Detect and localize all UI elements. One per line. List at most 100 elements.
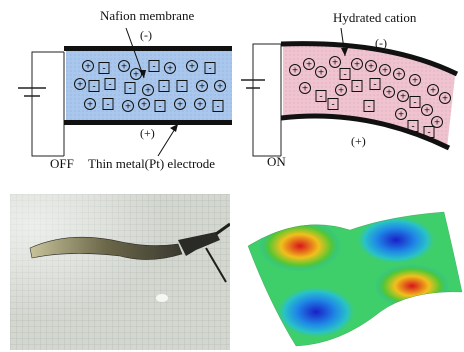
cation-symbol: + [409,74,421,87]
anion-symbol: - [315,90,327,103]
cation-symbol: + [122,100,134,113]
cation-symbol: + [383,86,395,99]
circuit-wire [31,51,64,157]
cation-label: Hydrated cation [333,10,417,25]
membrane-arrow [125,27,145,79]
cation-symbol: + [431,116,443,129]
cation-symbol: + [299,82,311,95]
svg-text:-: - [319,92,322,103]
anion-symbol: - [204,62,216,75]
anion-symbol: - [154,100,166,113]
svg-text:-: - [343,70,346,81]
svg-text:+: + [177,100,183,111]
anion-symbol: - [176,80,188,93]
bottom-charge-label: (+) [140,126,155,140]
on-state-diagram: + + + + - + + + + + + + + - + - - + + - + + - - + - - Hydrated cat… [237,6,459,176]
on-state-label: ON [267,154,286,169]
cation-symbol: + [142,84,154,97]
cation-symbol: + [421,104,433,117]
svg-text:+: + [197,100,203,111]
svg-text:+: + [167,64,173,75]
off-state-diagram: + - + + - + + - + - - - + - - + + + - + + - + + - Nafion membran… [6,6,232,176]
anion-symbol: - [327,98,339,111]
cation-symbol: + [82,60,94,73]
cation-symbol: + [315,66,327,79]
svg-text:+: + [368,62,374,73]
anion-symbol: - [339,68,351,81]
svg-text:+: + [145,86,151,97]
svg-text:+: + [189,62,195,73]
svg-text:-: - [331,100,334,111]
cation-symbol: + [329,56,341,69]
surface-colormap [258,216,450,338]
svg-text:-: - [162,82,165,93]
cation-symbol: + [393,68,405,81]
top-electrode [64,46,232,51]
actuator-photo [10,194,230,350]
svg-text:+: + [396,70,402,81]
svg-text:+: + [318,68,324,79]
svg-text:-: - [102,64,105,75]
svg-text:-: - [216,102,219,113]
svg-text:+: + [133,70,139,81]
bottom-electrode [64,120,232,125]
anion-symbol: - [409,96,421,109]
svg-text:+: + [125,102,131,113]
circuit-wire [252,43,281,157]
trough-top-right [356,216,436,264]
peak-top-left [258,220,342,272]
svg-text:+: + [121,62,127,73]
lead-wire [215,222,230,236]
svg-text:-: - [92,82,95,93]
cation-symbol: + [427,84,439,97]
anion-symbol: - [88,80,100,93]
anion-symbol: - [158,80,170,93]
svg-text:-: - [180,82,183,93]
svg-text:-: - [411,122,414,133]
svg-text:+: + [217,82,223,93]
cation-symbol: + [196,80,208,93]
trough-bottom-left [276,286,356,338]
svg-text:+: + [85,62,91,73]
svg-text:+: + [400,92,406,103]
svg-text:-: - [128,84,131,95]
svg-text:-: - [152,62,155,73]
top-charge-label: (-) [140,28,152,42]
water-droplet [156,294,168,302]
svg-text:+: + [430,86,436,97]
cation-symbol: + [138,98,150,111]
electrode-label: Thin metal(Pt) electrode [88,156,216,171]
svg-text:+: + [382,66,388,77]
svg-text:+: + [442,94,448,105]
anion-symbol: - [98,62,110,75]
anion-symbol: - [363,100,375,113]
cation-symbol: + [74,78,86,91]
svg-text:+: + [354,60,360,71]
svg-text:-: - [208,64,211,75]
svg-text:+: + [412,76,418,87]
cation-symbol: + [214,80,226,93]
anion-symbol: - [351,80,363,93]
cation-symbol: + [194,98,206,111]
svg-text:+: + [332,58,338,69]
anion-symbol: - [124,82,136,95]
svg-text:+: + [338,86,344,97]
peak-bottom-right [374,264,450,308]
deformation-surface-plot [240,194,464,350]
svg-text:+: + [306,60,312,71]
cation-symbol: + [303,58,315,71]
membrane-label: Nafion membrane [100,8,195,23]
bottom-electrode [280,113,451,151]
cation-symbol: + [365,60,377,73]
svg-text:-: - [367,102,370,113]
anion-symbol: - [407,120,419,133]
svg-text:+: + [77,80,83,91]
svg-text:+: + [424,106,430,117]
cation-symbol: + [118,60,130,73]
off-state-label: OFF [50,156,74,171]
anion-symbol: - [212,100,224,113]
svg-text:-: - [373,80,376,91]
anion-symbol: - [423,126,435,139]
cation-symbol: + [186,60,198,73]
svg-text:-: - [108,80,111,91]
